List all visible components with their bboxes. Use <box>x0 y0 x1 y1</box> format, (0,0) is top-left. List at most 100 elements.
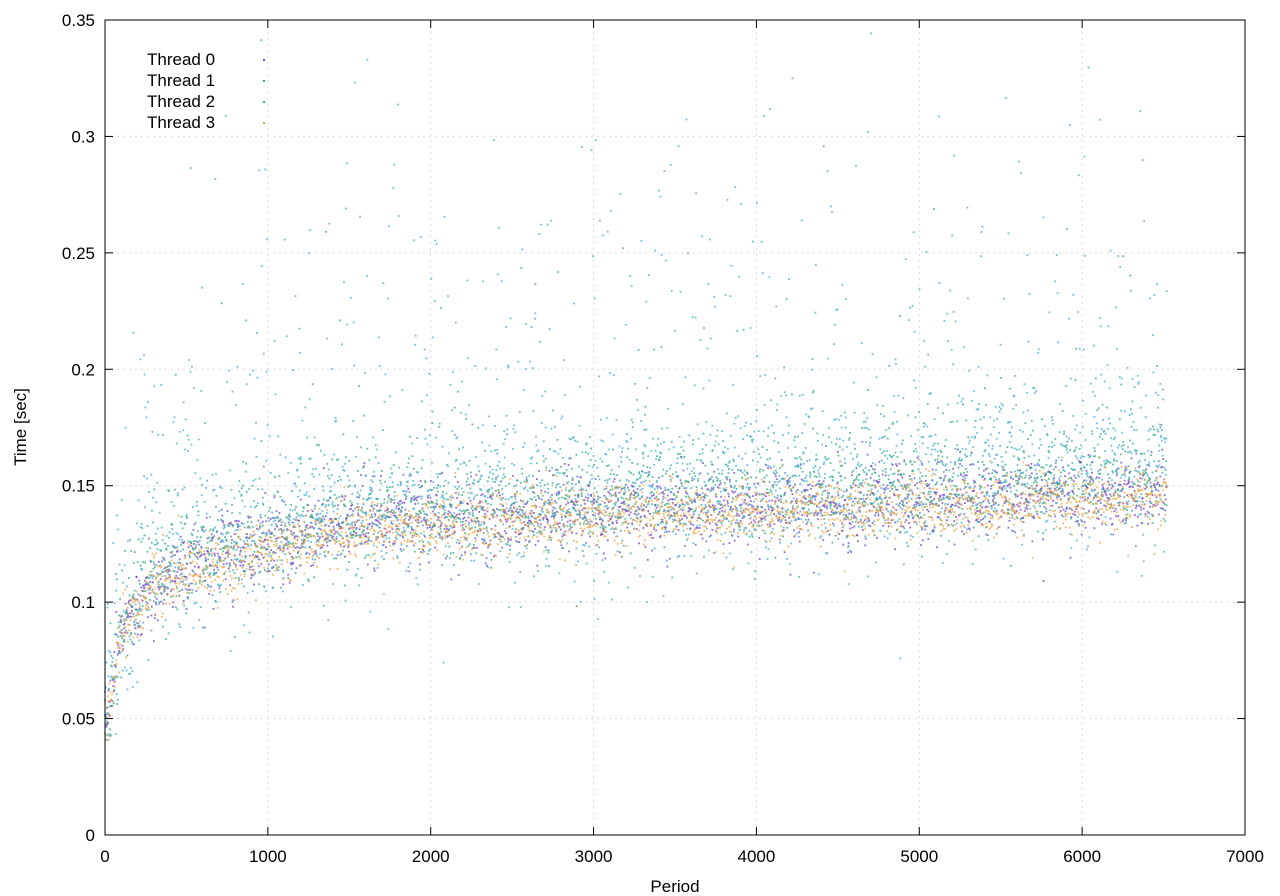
data-point <box>954 504 957 507</box>
data-point <box>295 485 297 488</box>
data-point <box>746 472 749 475</box>
data-point <box>107 603 109 606</box>
data-point <box>232 547 235 549</box>
data-point <box>638 485 641 488</box>
data-point <box>825 500 828 503</box>
data-point <box>900 525 903 528</box>
data-point <box>1041 502 1044 505</box>
data-point <box>808 512 811 515</box>
data-point <box>728 480 731 483</box>
data-point <box>406 466 409 469</box>
data-point <box>461 524 464 526</box>
data-point <box>537 540 540 542</box>
data-point <box>402 536 404 539</box>
data-point <box>804 477 807 480</box>
data-point <box>566 475 569 477</box>
data-point <box>343 469 346 472</box>
data-point <box>416 525 419 527</box>
data-point <box>511 502 514 505</box>
data-point <box>1156 500 1159 503</box>
data-point <box>885 486 888 489</box>
data-point <box>1007 512 1010 515</box>
data-point <box>1102 486 1105 489</box>
data-point <box>223 572 226 575</box>
data-point <box>252 574 255 577</box>
data-point <box>385 517 387 520</box>
data-point <box>691 477 694 480</box>
data-point <box>643 413 646 416</box>
data-point <box>406 485 409 488</box>
data-point <box>141 605 144 608</box>
data-point <box>1045 510 1048 513</box>
data-point <box>841 522 844 525</box>
data-point <box>677 452 679 455</box>
data-point <box>1117 502 1120 505</box>
data-point <box>271 532 273 535</box>
data-point <box>991 514 994 517</box>
data-point <box>344 599 347 602</box>
data-point <box>589 480 592 483</box>
data-point <box>865 497 868 500</box>
data-point <box>1093 527 1096 530</box>
data-point <box>408 515 411 518</box>
data-point <box>206 479 209 482</box>
data-point <box>357 469 359 472</box>
data-point <box>536 522 539 525</box>
data-point <box>481 507 484 509</box>
data-point <box>971 463 974 466</box>
data-point <box>1046 484 1049 487</box>
data-point <box>218 585 221 588</box>
data-point <box>233 540 235 543</box>
data-point <box>976 510 978 512</box>
data-point <box>528 540 531 542</box>
data-point <box>399 534 401 537</box>
data-point <box>403 529 406 532</box>
data-point <box>469 543 471 546</box>
data-point <box>926 508 929 511</box>
data-point <box>718 472 721 475</box>
data-point <box>1049 465 1051 468</box>
data-point <box>278 475 281 477</box>
data-point <box>307 578 310 581</box>
data-point <box>557 492 560 495</box>
data-point <box>709 506 712 508</box>
data-point <box>554 514 557 517</box>
data-point <box>1027 512 1030 515</box>
data-point <box>933 208 936 211</box>
data-point <box>573 507 575 509</box>
data-point <box>1123 496 1126 499</box>
data-point <box>863 504 866 507</box>
data-point <box>411 455 414 458</box>
data-point <box>868 509 871 512</box>
data-point <box>1040 475 1042 478</box>
data-point <box>501 503 504 506</box>
data-point <box>240 578 243 581</box>
data-point <box>143 354 145 357</box>
data-point <box>114 633 117 636</box>
data-point <box>929 490 932 493</box>
data-point <box>274 551 277 554</box>
data-point <box>1015 479 1018 482</box>
data-point <box>826 506 829 509</box>
data-point <box>241 565 244 568</box>
data-point <box>777 499 780 502</box>
data-point <box>766 492 768 495</box>
data-point <box>898 469 901 472</box>
data-point <box>291 556 294 558</box>
data-point <box>951 488 954 491</box>
data-point <box>577 513 580 516</box>
data-point <box>594 478 597 481</box>
data-point <box>543 526 546 528</box>
data-point <box>418 540 421 543</box>
data-point <box>896 456 899 458</box>
data-point <box>300 456 302 459</box>
data-point <box>992 503 995 506</box>
data-point <box>366 526 369 529</box>
data-point <box>281 559 284 562</box>
data-point <box>949 510 952 512</box>
data-point <box>437 516 440 519</box>
data-point <box>1050 472 1053 474</box>
data-point <box>806 501 808 504</box>
data-point <box>888 454 891 457</box>
data-point <box>457 467 460 470</box>
